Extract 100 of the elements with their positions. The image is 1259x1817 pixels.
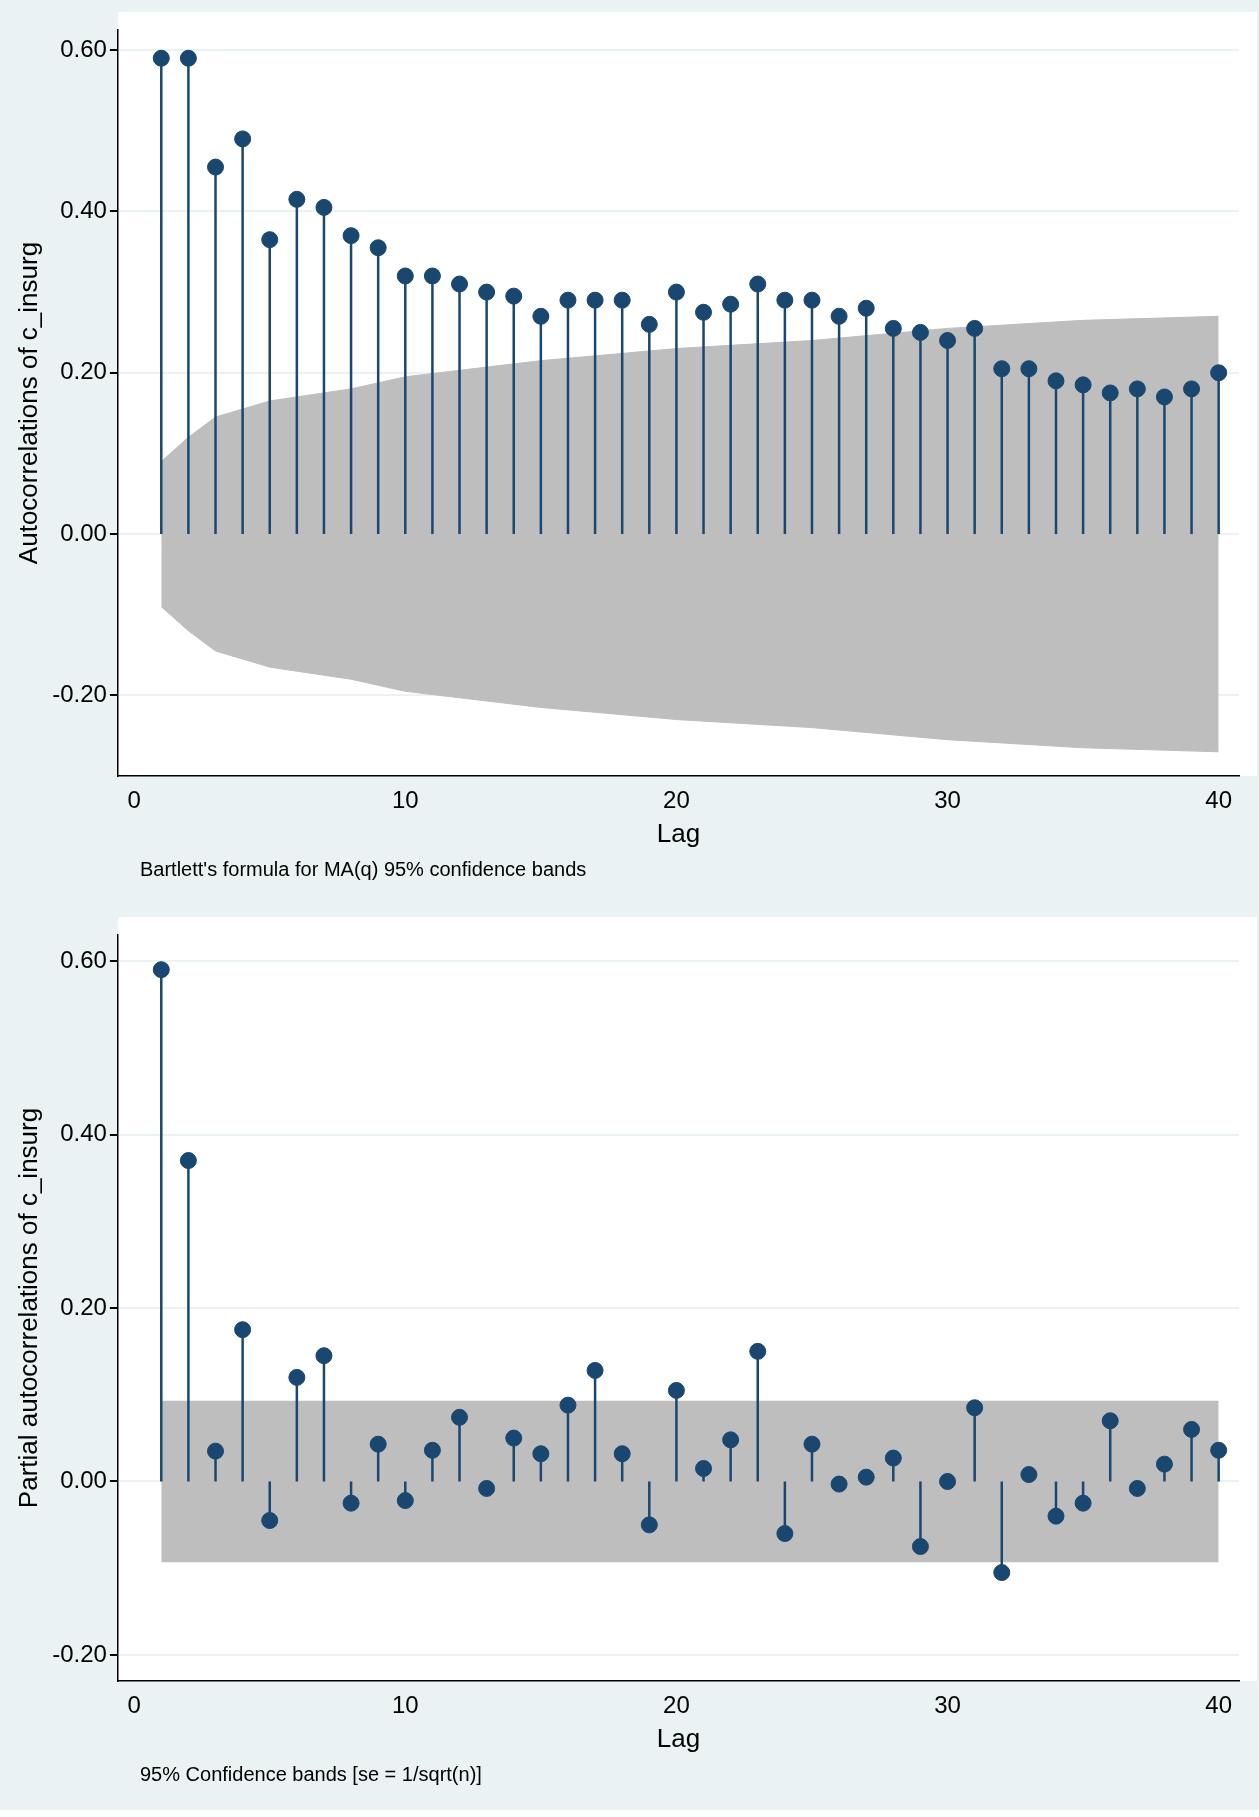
point (1210, 364, 1228, 382)
x-axis-title: Lag (656, 817, 701, 848)
point (451, 275, 469, 293)
point (911, 1538, 929, 1556)
point (1101, 384, 1119, 402)
point (152, 961, 170, 979)
point (505, 1429, 523, 1447)
point (830, 307, 848, 325)
y-tick-label: 0.40 (60, 196, 107, 224)
y-tick-label: -0.20 (52, 1639, 107, 1667)
x-tick-label: 10 (391, 1691, 419, 1719)
point (1101, 1412, 1119, 1430)
point (207, 158, 225, 176)
point (776, 1525, 794, 1543)
point (315, 1347, 333, 1365)
point (288, 1368, 306, 1386)
point (1074, 376, 1092, 394)
point (667, 1381, 685, 1399)
x-tick-label: 10 (391, 786, 419, 814)
y-tick-label: 0.20 (60, 357, 107, 385)
x-axis-title: Lag (656, 1722, 701, 1753)
point (1183, 1420, 1201, 1438)
point (966, 1399, 984, 1417)
text: 95% Confidence bands [se = 1/sqrt(n)] (140, 1763, 482, 1786)
y-tick-label: 0.00 (60, 1466, 107, 1494)
point (695, 303, 713, 321)
point (207, 1442, 225, 1460)
x-tick-label: 0 (127, 1691, 141, 1719)
point (884, 319, 902, 337)
point (586, 291, 604, 309)
point (396, 267, 414, 285)
x-tick-label: 20 (663, 1691, 690, 1719)
point (179, 49, 197, 67)
point (532, 1445, 550, 1463)
point (342, 227, 360, 245)
point (451, 1408, 469, 1426)
point (939, 332, 957, 349)
x-tick-label: 0 (127, 786, 141, 814)
point (857, 1468, 875, 1486)
x-tick-label: 30 (934, 786, 961, 814)
point (152, 49, 170, 67)
point (749, 275, 767, 293)
point (369, 1435, 387, 1453)
point (911, 323, 929, 341)
point (1155, 1455, 1173, 1473)
point (993, 360, 1011, 378)
point (695, 1459, 713, 1477)
point (559, 1396, 577, 1414)
y-axis-title: Autocorrelations of c_insurg (12, 241, 43, 565)
point (478, 1479, 496, 1497)
point (613, 291, 631, 309)
point (667, 283, 685, 301)
point (857, 299, 875, 317)
y-tick-label: -0.20 (52, 679, 107, 707)
point (315, 198, 333, 216)
y-tick-label: 0.60 (60, 945, 107, 973)
point (966, 319, 984, 337)
point (342, 1494, 360, 1512)
point (261, 231, 279, 249)
point (1020, 1466, 1038, 1484)
point (1047, 1507, 1065, 1525)
y-tick-label: 0.20 (60, 1292, 107, 1320)
point (478, 283, 496, 301)
point (722, 295, 740, 313)
point (803, 1435, 821, 1453)
point (830, 1475, 848, 1493)
point (1128, 380, 1146, 398)
point (505, 287, 523, 305)
point (1183, 380, 1201, 398)
point (532, 307, 550, 325)
point (993, 1564, 1011, 1582)
point (884, 1449, 902, 1467)
point (559, 291, 577, 309)
point (1020, 360, 1038, 378)
point (776, 291, 794, 309)
x-tick-label: 20 (663, 786, 690, 814)
point (803, 291, 821, 309)
point (423, 1441, 441, 1459)
point (640, 315, 658, 333)
point (234, 130, 252, 148)
point (749, 1342, 767, 1360)
point (613, 1445, 631, 1463)
point (261, 1512, 279, 1530)
point (722, 1431, 740, 1449)
point (1128, 1479, 1146, 1497)
point (1074, 1494, 1092, 1512)
point (1210, 1441, 1228, 1459)
point (1155, 388, 1173, 406)
point (288, 190, 306, 208)
point (369, 239, 387, 257)
x-tick-label: 30 (934, 1691, 961, 1719)
x-tick-label: 40 (1205, 1691, 1233, 1719)
point (179, 1152, 197, 1170)
point (586, 1361, 604, 1379)
y-tick-label: 0.60 (60, 34, 107, 62)
y-axis-title: Partial autocorrelations of c_insurg (12, 1107, 43, 1509)
x-tick-label: 40 (1205, 786, 1233, 814)
y-tick-label: 0.40 (60, 1119, 107, 1147)
point (396, 1492, 414, 1510)
point (1047, 372, 1065, 390)
